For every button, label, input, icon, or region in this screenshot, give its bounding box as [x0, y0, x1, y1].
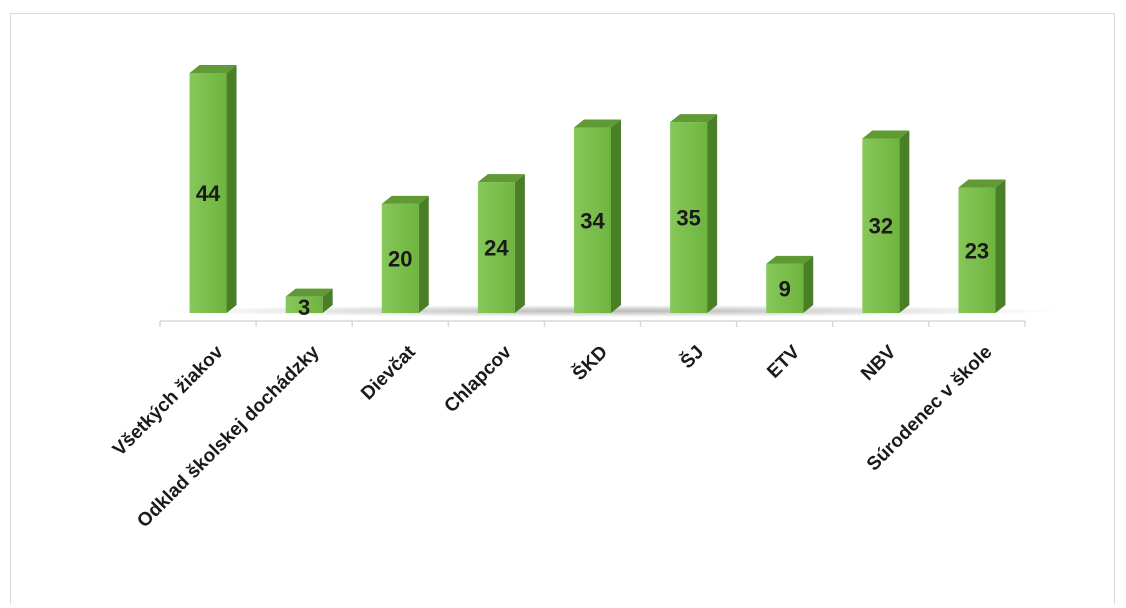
data-label: 34: [580, 208, 605, 233]
bar-side: [899, 130, 910, 313]
data-label: 44: [196, 181, 221, 206]
bar-7: [862, 130, 910, 313]
bar-front: [862, 138, 900, 313]
bar-3: [477, 174, 525, 313]
bar-side: [803, 255, 814, 313]
bar-front: [670, 122, 708, 313]
bar-0: [189, 65, 237, 313]
bar-1: [285, 288, 333, 313]
bar-top: [189, 65, 237, 73]
bar-side: [707, 114, 718, 313]
bar-5: [670, 114, 718, 313]
category-label: ŠKD: [568, 341, 612, 385]
data-label: 23: [965, 238, 989, 263]
bar-side: [995, 179, 1006, 313]
data-label: 20: [388, 246, 412, 271]
bar-front: [766, 263, 804, 313]
bar-top: [862, 130, 910, 139]
data-label: 24: [484, 236, 509, 261]
category-label: ETV: [763, 341, 804, 382]
data-label: 32: [869, 214, 893, 239]
category-label: Odklad školskej dochádzky: [133, 341, 324, 532]
bar-side: [611, 119, 621, 313]
bar-top: [958, 179, 1006, 188]
bar-side: [226, 65, 237, 313]
category-label: NBV: [857, 341, 900, 384]
bar-top: [285, 288, 333, 297]
bar-top: [477, 174, 525, 183]
bar-side: [418, 195, 429, 313]
bar-2: [381, 195, 429, 313]
bar-top: [381, 195, 429, 204]
bar-front: [477, 182, 515, 313]
bar-6: [766, 255, 814, 313]
bar-side: [514, 174, 525, 313]
category-label: Dievčat: [357, 341, 420, 404]
data-label: 35: [676, 206, 700, 231]
bar-side: [322, 288, 333, 313]
category-label: Chlapcov: [441, 341, 517, 417]
bar-front: [958, 187, 996, 313]
bar-top: [574, 119, 621, 128]
data-label: 9: [779, 276, 791, 301]
bar-front: [574, 127, 611, 313]
bar-4: [574, 119, 621, 313]
data-label: 3: [298, 295, 310, 320]
bar-front: [381, 203, 419, 313]
category-label: ŠJ: [676, 341, 708, 373]
bar-8: [958, 179, 1006, 313]
bar-top: [670, 114, 718, 123]
bar-top: [766, 255, 814, 264]
bar-front: [189, 73, 227, 313]
bar-front: [285, 296, 323, 313]
